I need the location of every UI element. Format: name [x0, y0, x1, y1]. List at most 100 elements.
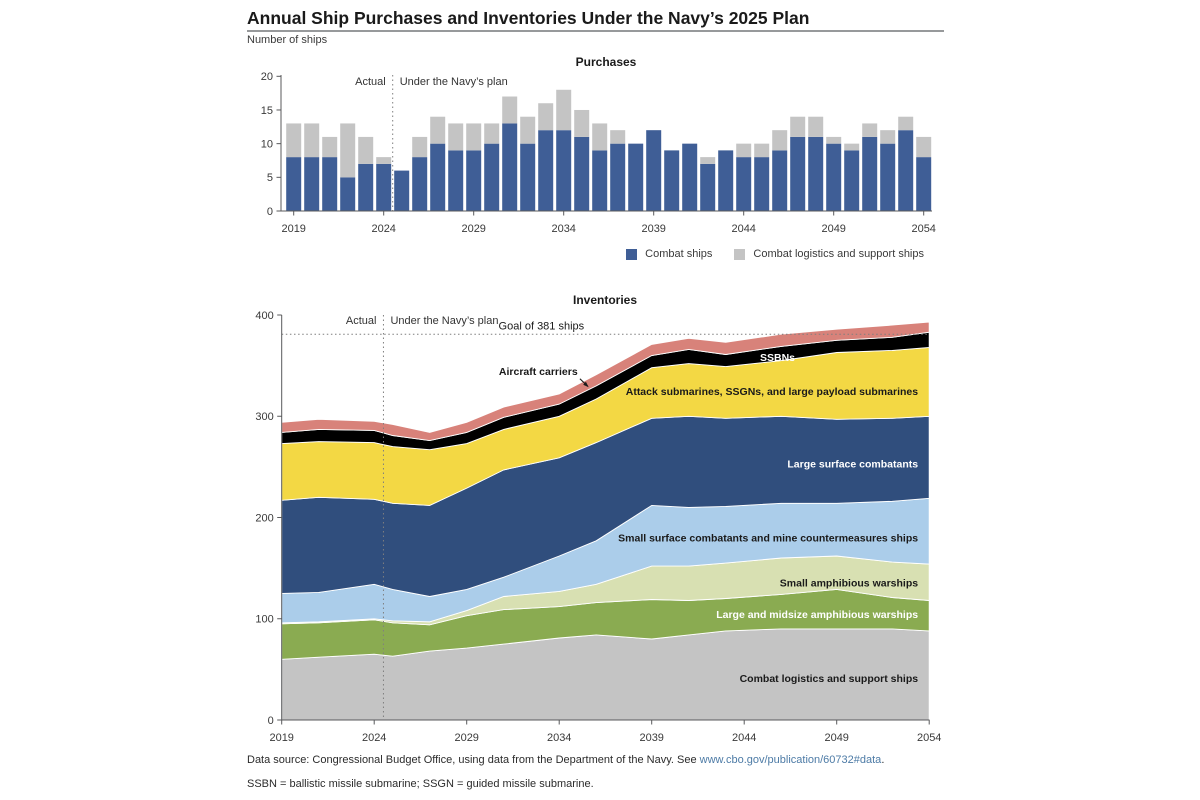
bar-combat-2050 — [844, 150, 860, 211]
bar-combat-2038 — [628, 143, 644, 211]
bar-logistics-2022 — [340, 123, 356, 178]
x-tick-label: 2039 — [639, 732, 663, 744]
source-note-text: Data source: Congressional Budget Office… — [247, 754, 700, 766]
abbreviation-note: SSBN = ballistic missile submarine; SSGN… — [247, 778, 594, 790]
bar-combat-2054 — [916, 157, 932, 211]
bar-logistics-2050 — [844, 143, 860, 151]
purchases-actual-label: Actual — [355, 76, 386, 88]
x-tick-label: 2049 — [821, 223, 845, 235]
x-tick-label: 2034 — [551, 223, 575, 235]
x-tick-label: 2019 — [269, 732, 293, 744]
area-label-attack-submarines-ssgns-and-large-payload-submarines: Attack submarines, SSGNs, and large payl… — [626, 386, 919, 398]
bar-logistics-2045 — [754, 143, 770, 158]
bar-combat-2051 — [862, 136, 878, 211]
bar-combat-2048 — [808, 136, 824, 211]
y-tick-label: 20 — [261, 71, 273, 83]
bar-logistics-2047 — [790, 116, 806, 137]
bar-combat-2029 — [466, 150, 482, 211]
bar-combat-2031 — [502, 123, 518, 211]
bar-combat-2026 — [412, 157, 428, 211]
legend-label-combat-ships: Combat ships — [645, 248, 713, 260]
y-tick-label: 200 — [255, 512, 273, 524]
axis-units-label: Number of ships — [247, 34, 328, 46]
x-tick-label: 2029 — [461, 223, 485, 235]
bar-combat-2035 — [574, 136, 590, 211]
bar-logistics-2024 — [376, 157, 392, 164]
bar-logistics-2051 — [862, 123, 878, 137]
bar-combat-2032 — [520, 143, 536, 211]
bar-combat-2028 — [448, 150, 464, 211]
inventories-title: Inventories — [573, 293, 637, 307]
purchases-chart: Purchases Actual Under the Navy’s plan 0 5 10… — [261, 55, 936, 235]
y-tick-label: 0 — [267, 206, 273, 218]
bar-combat-2049 — [826, 143, 842, 211]
bar-combat-2043 — [718, 150, 734, 211]
bar-combat-2045 — [754, 157, 770, 211]
legend-label-logistics-ships: Combat logistics and support ships — [753, 248, 924, 260]
x-tick-label: 2029 — [454, 732, 478, 744]
bar-combat-2020 — [304, 157, 320, 211]
bar-combat-2025 — [394, 170, 410, 211]
bar-combat-2033 — [538, 130, 554, 211]
bar-logistics-2020 — [304, 123, 320, 158]
x-tick-label: 2049 — [824, 732, 848, 744]
bar-combat-2024 — [376, 163, 392, 211]
bar-logistics-2037 — [610, 130, 626, 144]
bar-logistics-2052 — [880, 130, 896, 144]
aircraft-carriers-arrowhead-icon — [583, 381, 589, 388]
bar-logistics-2035 — [574, 109, 590, 137]
inventories-plan-label: Under the Navy’s plan — [390, 315, 498, 327]
bar-logistics-2036 — [592, 123, 608, 151]
bar-combat-2047 — [790, 136, 806, 211]
bar-logistics-2034 — [556, 89, 572, 131]
bar-logistics-2027 — [430, 116, 446, 144]
bar-combat-2044 — [736, 157, 752, 211]
y-tick-label: 400 — [255, 310, 273, 322]
bar-combat-2041 — [682, 143, 698, 211]
bar-combat-2042 — [700, 163, 716, 211]
x-tick-label: 2024 — [371, 223, 395, 235]
bar-logistics-2021 — [322, 136, 338, 158]
title-rule — [247, 30, 944, 32]
area-label-combat-logistics-and-support-ships: Combat logistics and support ships — [740, 673, 919, 685]
bar-logistics-2028 — [448, 123, 464, 151]
bar-combat-2030 — [484, 143, 500, 211]
area-label-large-and-midsize-amphibious-warships: Large and midsize amphibious warships — [716, 609, 918, 621]
x-tick-label: 2054 — [917, 732, 941, 744]
bar-combat-2019 — [286, 157, 302, 211]
logistics-ships-swatch-icon — [734, 248, 746, 260]
y-tick-label: 300 — [255, 411, 273, 423]
bar-logistics-2023 — [358, 136, 374, 164]
bar-logistics-2031 — [502, 96, 518, 124]
bar-combat-2021 — [322, 157, 338, 211]
combat-ships-swatch-icon — [626, 248, 638, 260]
x-tick-label: 2034 — [547, 732, 571, 744]
bar-logistics-2053 — [898, 116, 914, 131]
bar-logistics-2026 — [412, 136, 428, 158]
bar-logistics-2049 — [826, 136, 842, 144]
bar-logistics-2029 — [466, 123, 482, 151]
area-label-large-surface-combatants: Large surface combatants — [787, 458, 918, 470]
area-label-small-surface-combatants-and-mine-countermeasures-ships: Small surface combatants and mine counte… — [618, 532, 918, 544]
bar-logistics-2019 — [286, 123, 302, 158]
bar-combat-2039 — [646, 130, 662, 211]
source-link[interactable]: www.cbo.gov/publication/60732#data — [699, 754, 882, 766]
bar-logistics-2046 — [772, 130, 788, 151]
bar-logistics-2054 — [916, 136, 932, 158]
inventories-actual-label: Actual — [346, 315, 377, 327]
y-tick-label: 100 — [255, 614, 273, 626]
purchases-legend: Combat ships Combat logistics and suppor… — [626, 248, 924, 260]
bar-combat-2036 — [592, 150, 608, 211]
bar-combat-2034 — [556, 130, 572, 211]
bar-logistics-2033 — [538, 103, 554, 131]
bar-combat-2022 — [340, 177, 356, 211]
y-tick-label: 0 — [268, 715, 274, 727]
source-note-period: . — [881, 754, 885, 766]
bar-combat-2040 — [664, 150, 680, 211]
x-tick-label: 2054 — [911, 223, 935, 235]
x-tick-label: 2019 — [281, 223, 305, 235]
x-tick-label: 2039 — [641, 223, 665, 235]
bar-logistics-2044 — [736, 143, 752, 158]
bar-combat-2023 — [358, 163, 374, 211]
